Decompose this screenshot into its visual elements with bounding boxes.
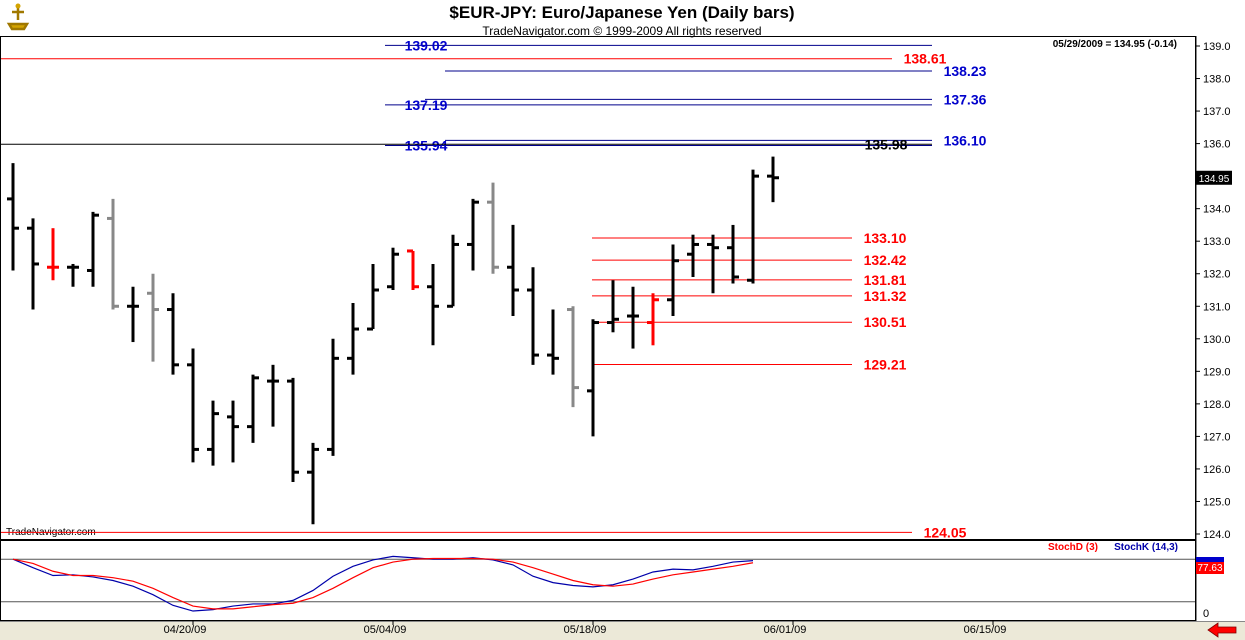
ohlc-bar (87, 211, 99, 287)
x-tick-label: 05/04/09 (364, 624, 407, 636)
ohlc-bar (247, 374, 259, 443)
y-tick-label: 131.0 (1203, 301, 1231, 313)
stoch-d-line (12, 557, 754, 610)
y-tick-label: 128.0 (1203, 399, 1231, 411)
y-tick-label: 126.0 (1203, 464, 1231, 476)
x-tick-label: 06/01/09 (764, 624, 807, 636)
ohlc-bar (207, 400, 219, 466)
ohlc-bar (107, 198, 119, 310)
last-quote-label: 05/29/2009 = 134.95 (-0.14) (1053, 39, 1177, 50)
ohlc-bar (647, 293, 659, 346)
ohlc-bar (427, 263, 439, 346)
ohlc-bar (307, 442, 319, 525)
ohlc-bar (767, 156, 779, 203)
last-price-tag-text: 134.95 (1199, 174, 1230, 185)
ohlc-bar (267, 364, 279, 427)
ohlc-bar (227, 400, 239, 463)
y-tick-label: 132.0 (1203, 269, 1231, 281)
ohlc-bar (187, 348, 199, 463)
price-levels: 139.02 138.23 137.36 137.19 136.10 135.94 135.… (1, 37, 987, 540)
ohlc-bar (7, 163, 19, 271)
blue-level-label: 139.02 (405, 37, 448, 53)
red-level-label: 138.61 (904, 51, 947, 67)
blue-level-label: 135.94 (405, 138, 448, 154)
stoch-zero-label: 0 (1203, 608, 1209, 620)
black-level-label: 135.98 (865, 136, 908, 152)
y-tick-label: 129.0 (1203, 366, 1231, 378)
blue-level-label: 138.23 (944, 63, 987, 79)
ohlc-bar (747, 169, 759, 284)
y-tick-label: 134.0 (1203, 204, 1231, 216)
y-tick-label: 127.0 (1203, 431, 1231, 443)
ohlc-bar (567, 306, 579, 408)
ohlc-bar (467, 198, 479, 271)
ohlc-bar (127, 286, 139, 343)
y-tick-label: 125.0 (1203, 496, 1231, 508)
ohlc-bar (167, 293, 179, 375)
ohlc-bar (727, 224, 739, 284)
y-tick-label: 136.0 (1203, 139, 1231, 151)
x-tick-label: 04/20/09 (164, 624, 207, 636)
date-axis-bg (0, 621, 1245, 640)
stochastics-panel (1, 555, 1195, 612)
ohlc-bar (627, 286, 639, 349)
red-level-label: 130.51 (864, 314, 907, 330)
y-tick-label: 139.0 (1203, 41, 1231, 53)
x-tick-label: 06/15/09 (964, 624, 1007, 636)
ohlc-bar (687, 234, 699, 277)
ohlc-bar (27, 218, 39, 310)
y-tick-label: 124.0 (1203, 529, 1231, 541)
y-tick-label: 137.0 (1203, 106, 1231, 118)
price-axis: 124.0 125.0 126.0 127.0 128.0 129.0 130.0 131.0… (1196, 41, 1231, 541)
ohlc-bar (387, 247, 399, 290)
stoch-value-tag: 77.63 (1196, 557, 1224, 574)
chart-subtitle: TradeNavigator.com © 1999-2009 All right… (482, 24, 761, 38)
ohlc-bar (487, 182, 499, 274)
date-axis: 04/20/09 05/04/09 05/18/09 06/01/09 06/15/09 (164, 621, 1007, 636)
red-level-label: 129.21 (864, 357, 907, 373)
ohlc-bar (707, 234, 719, 294)
ohlc-bar (347, 303, 359, 375)
stoch-d-label: StochD (3) (1048, 542, 1098, 553)
ohlc-bar (507, 224, 519, 317)
red-level-label: 124.05 (924, 524, 967, 540)
ohlc-bar (547, 309, 559, 375)
left-arrow-icon[interactable] (1207, 622, 1237, 638)
ohlc-bar (527, 267, 539, 365)
red-level-label: 131.81 (864, 272, 907, 288)
y-tick-label: 133.0 (1203, 236, 1231, 248)
stoch-k-label: StochK (14,3) (1114, 542, 1178, 553)
stoch-k-line (12, 555, 754, 612)
blue-level-label: 136.10 (944, 132, 987, 148)
ohlc-bar (447, 234, 459, 308)
x-tick-label: 05/18/09 (564, 624, 607, 636)
ohlc-bar (587, 319, 599, 437)
red-level-label: 133.10 (864, 230, 907, 246)
trade-navigator-logo-icon[interactable] (4, 2, 32, 32)
main-panel-frame (0, 36, 1196, 540)
ohlc-bar (67, 263, 79, 287)
ohlc-bar (367, 263, 379, 331)
last-price-tag: 134.95 (1196, 170, 1232, 185)
ohlc-bar (287, 377, 299, 482)
ohlc-bar (147, 273, 159, 362)
ohlc-bar (607, 280, 619, 333)
ohlc-bar (667, 244, 679, 317)
ohlc-bars (7, 156, 779, 525)
stoch-value-tag-text: 77.63 (1197, 563, 1222, 574)
y-tick-label: 130.0 (1203, 334, 1231, 346)
ohlc-bar (47, 228, 59, 281)
ohlc-bar (407, 249, 419, 290)
blue-level-label: 137.19 (405, 97, 448, 113)
blue-level-label: 137.36 (944, 91, 987, 107)
chart-title: $EUR-JPY: Euro/Japanese Yen (Daily bars) (449, 3, 794, 22)
stoch-panel-frame (0, 540, 1196, 621)
ohlc-bar (327, 338, 339, 456)
red-level-label: 132.42 (864, 252, 907, 268)
red-level-label: 131.32 (864, 288, 907, 304)
y-tick-label: 138.0 (1203, 74, 1231, 86)
